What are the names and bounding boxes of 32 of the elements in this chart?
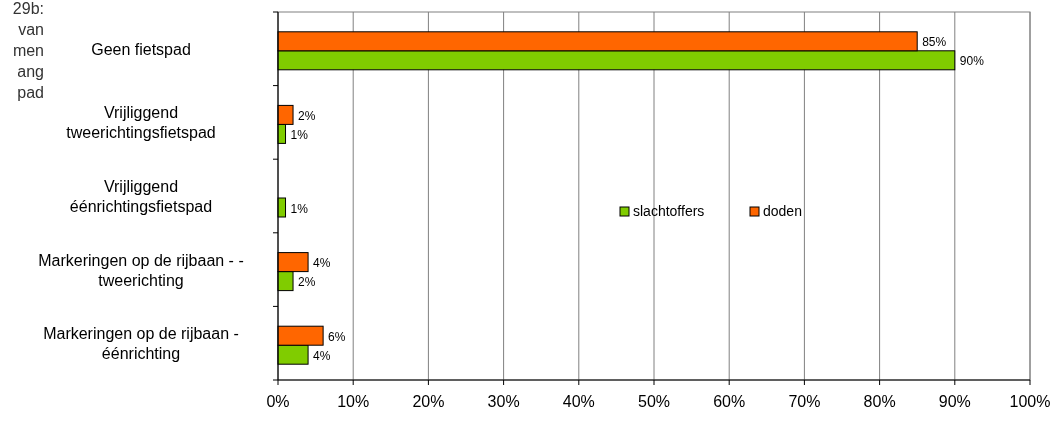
- legend-label: doden: [763, 203, 802, 219]
- x-tick-label: 100%: [1009, 393, 1051, 410]
- x-tick-label: 30%: [487, 393, 520, 410]
- text: 29b:: [12, 0, 44, 17]
- x-tick-label: 80%: [863, 393, 896, 410]
- legend-label: slachtoffers: [633, 203, 705, 219]
- y-tick-label: Markeringen op de rijbaan - éénrichting: [43, 325, 239, 363]
- y-tick-label: Vrijliggend éénrichtingsfietspad: [69, 178, 213, 215]
- text: men: [12, 42, 44, 59]
- x-tick-label: 20%: [412, 393, 445, 410]
- data-label: 2%: [298, 108, 316, 123]
- y-tick-label: Vrijliggend tweerichtingsfietspad: [66, 104, 216, 142]
- data-label: 2%: [298, 275, 316, 290]
- data-label: 1%: [290, 127, 309, 142]
- x-tick-label: 70%: [788, 393, 821, 410]
- data-label: 4%: [313, 256, 331, 271]
- data-label: 85%: [922, 35, 947, 50]
- text: pad: [17, 84, 44, 101]
- y-tick-label: Markeringen op de rijbaan - - tweerichting: [38, 251, 244, 289]
- data-label: 90%: [959, 54, 985, 69]
- data-label: 4%: [313, 348, 331, 363]
- x-tick-label: 90%: [938, 393, 971, 410]
- x-tick-label: 40%: [562, 393, 595, 410]
- text: van: [18, 21, 44, 38]
- x-tick-label: 10%: [337, 393, 370, 410]
- x-tick-label: 0%: [266, 393, 290, 410]
- data-label: 1%: [290, 201, 309, 216]
- x-tick-label: 50%: [637, 393, 671, 410]
- text: ang: [17, 63, 44, 80]
- data-label: 6%: [328, 329, 346, 344]
- x-tick-label: 60%: [713, 393, 746, 410]
- y-tick-label: Geen fietspad: [91, 40, 191, 58]
